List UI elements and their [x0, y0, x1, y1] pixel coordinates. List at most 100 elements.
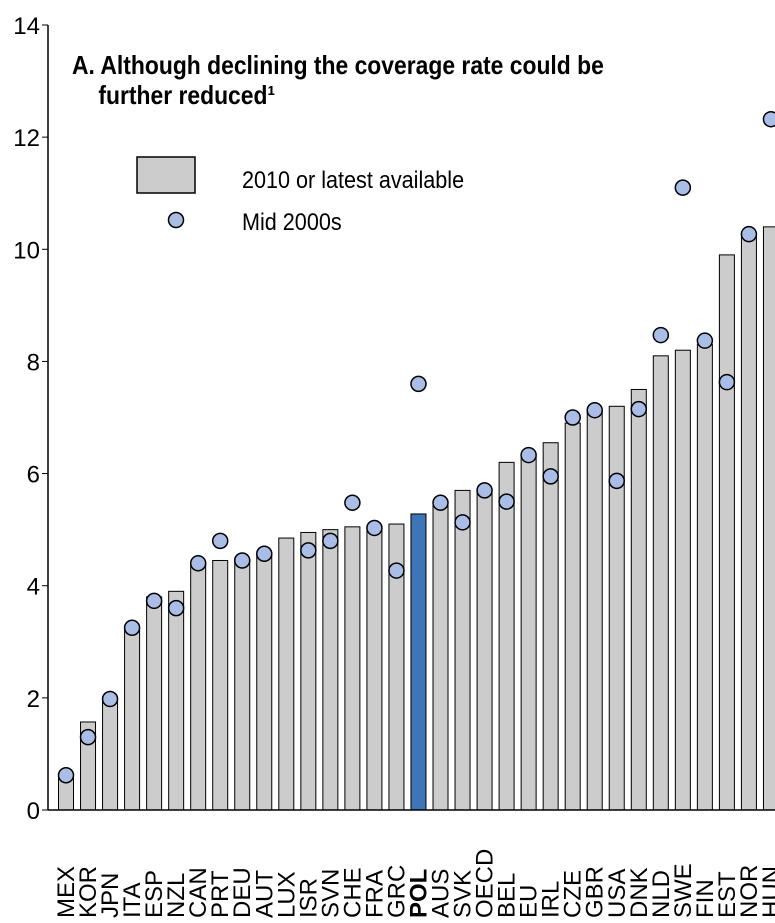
bar — [520, 456, 537, 811]
dot — [476, 482, 493, 499]
dot — [233, 552, 251, 569]
x-tick-label: KOR — [75, 866, 102, 918]
legend-swatch — [136, 156, 196, 194]
bar — [322, 529, 339, 811]
bar — [476, 489, 493, 811]
bar — [234, 559, 251, 811]
bar — [586, 411, 603, 811]
x-tick-label: ITA — [119, 882, 146, 918]
dot — [410, 375, 427, 393]
bar — [168, 590, 185, 811]
bar — [300, 531, 317, 811]
dot — [630, 400, 648, 418]
bar — [608, 405, 625, 811]
dot — [57, 766, 75, 784]
x-tick-label: SVN — [317, 869, 344, 918]
x-tick-label: OECD — [472, 849, 499, 918]
dot — [79, 728, 97, 746]
x-tick-label: CAN — [185, 867, 212, 918]
x-tick-label: SWE — [670, 863, 697, 918]
x-tick-label: ESP — [141, 870, 168, 918]
x-tick-label: FIN — [692, 879, 719, 918]
x-tick-label: AUT — [251, 870, 278, 918]
bar — [542, 442, 559, 811]
bar — [652, 355, 669, 811]
x-tick-label: HUN — [758, 866, 775, 918]
bar — [278, 537, 295, 811]
legend-label: Mid 2000s — [242, 208, 342, 235]
bar — [212, 559, 229, 811]
dot — [256, 545, 273, 563]
dot — [696, 332, 714, 349]
dot — [123, 619, 141, 637]
x-tick-label: IRL — [538, 881, 565, 918]
bar — [344, 526, 361, 811]
y-tick-label: 12 — [13, 125, 40, 152]
dot — [454, 514, 471, 531]
dot — [652, 326, 670, 344]
x-tick-label: AUS — [428, 869, 455, 918]
dot — [520, 446, 537, 464]
legend-label: 2010 or latest available — [242, 166, 464, 193]
y-tick-label: 14 — [13, 13, 40, 40]
bar — [454, 489, 471, 811]
dot — [718, 373, 736, 391]
x-tick-label: GRC — [383, 865, 410, 918]
dot — [322, 532, 339, 550]
bar — [564, 422, 581, 811]
x-tick-label: EU — [516, 885, 543, 918]
dot — [564, 409, 581, 426]
x-tick-label: BEL — [494, 873, 521, 918]
bar — [630, 388, 647, 811]
x-tick-label: GBR — [582, 866, 609, 918]
dot — [366, 519, 383, 537]
x-tick-label: DEU — [229, 867, 256, 918]
bar — [696, 344, 713, 811]
dot — [101, 690, 119, 708]
dot — [498, 493, 515, 510]
y-tick-label: 2 — [27, 686, 40, 713]
x-tick-label: PRT — [207, 870, 234, 918]
dot — [300, 542, 317, 559]
bar — [498, 461, 515, 811]
x-tick-label: JPN — [97, 873, 124, 918]
bar — [190, 562, 207, 811]
x-tick-label: EST — [714, 871, 741, 918]
x-tick-label: CZE — [560, 870, 587, 918]
x-tick-label: USA — [604, 869, 631, 918]
x-tick-label: NZL — [163, 873, 190, 918]
x-tick-label: CHE — [339, 867, 366, 918]
x-tick-label: ISR — [295, 878, 322, 918]
y-tick-label: 10 — [13, 237, 40, 264]
x-tick-label: MEX — [53, 866, 80, 918]
bar — [146, 596, 163, 811]
dot — [344, 494, 361, 511]
bar — [432, 501, 449, 811]
y-tick-label: 8 — [27, 349, 40, 376]
y-tick-label: 0 — [27, 798, 40, 825]
y-tick-label: 6 — [27, 462, 40, 489]
dot — [167, 599, 185, 617]
bar — [410, 513, 427, 811]
bar — [740, 231, 757, 811]
y-tick-label: 4 — [27, 574, 40, 601]
dot — [145, 592, 163, 610]
x-tick-label: POL — [405, 869, 432, 918]
legend-dot — [167, 211, 185, 229]
bar — [256, 554, 273, 811]
x-tick-label: FRA — [361, 870, 388, 918]
dot — [608, 472, 625, 490]
dot — [762, 110, 775, 128]
dot — [674, 179, 692, 196]
bar — [366, 526, 383, 811]
x-tick-label: SVK — [450, 870, 477, 918]
dot — [432, 494, 449, 511]
x-tick-label: NOR — [736, 865, 763, 918]
bar — [124, 630, 141, 811]
bar — [718, 254, 735, 811]
x-tick-label: DNK — [626, 867, 653, 918]
bar — [102, 700, 119, 811]
dot — [388, 562, 405, 579]
